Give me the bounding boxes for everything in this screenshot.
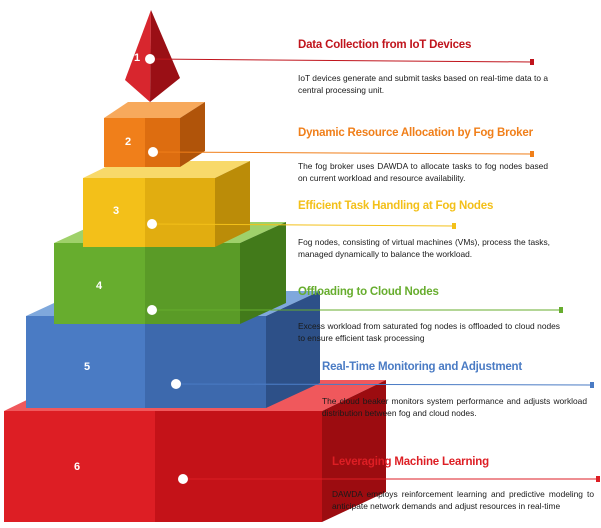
connector-line-3 bbox=[151, 223, 455, 227]
layer-3-front-face bbox=[83, 178, 145, 247]
connector-line-5 bbox=[175, 383, 593, 386]
connector-end-6 bbox=[596, 476, 600, 482]
step-number-4: 4 bbox=[96, 280, 103, 292]
layer-4-front-face bbox=[54, 243, 145, 324]
layer-4-side-face bbox=[145, 243, 240, 324]
step-5-title: Real-Time Monitoring and Adjustment bbox=[322, 361, 523, 373]
step-4-title: Offloading to Cloud Nodes bbox=[298, 286, 439, 298]
connector-lines bbox=[149, 58, 600, 482]
dot-4 bbox=[147, 305, 157, 315]
dot-1 bbox=[145, 54, 155, 64]
connector-end-4 bbox=[559, 307, 563, 313]
layer-2-front-face bbox=[104, 118, 145, 167]
step-4-description: Excess workload from saturated fog nodes… bbox=[298, 321, 560, 343]
connector-line-1 bbox=[149, 58, 533, 63]
layer-2-side-face bbox=[145, 118, 180, 167]
layer-5-front-face bbox=[26, 316, 145, 408]
layer-3-right-face bbox=[215, 161, 250, 247]
step-1-description: IoT devices generate and submit tasks ba… bbox=[298, 73, 548, 95]
layer-1-right-face bbox=[150, 10, 180, 102]
step-number-6: 6 bbox=[74, 461, 81, 473]
pyramid-layer-3 bbox=[83, 161, 250, 247]
dot-3 bbox=[147, 219, 157, 229]
connector-end-3 bbox=[452, 223, 456, 229]
connector-end-2 bbox=[530, 151, 534, 157]
step-5-description: The cloud beaker monitors system perform… bbox=[322, 396, 587, 418]
layer-6-right-face bbox=[322, 380, 386, 522]
step-1-title: Data Collection from IoT Devices bbox=[298, 39, 472, 51]
step-number-5: 5 bbox=[84, 361, 91, 373]
step-number-3: 3 bbox=[113, 205, 120, 217]
connector-line-2 bbox=[152, 151, 533, 155]
layer-3-side-face bbox=[145, 178, 215, 247]
layer-5-side-face bbox=[145, 316, 266, 408]
pyramid-layer-1 bbox=[125, 10, 180, 102]
step-2-description: The fog broker uses DAWDA to allocate ta… bbox=[298, 161, 548, 183]
step-6-title: Leveraging Machine Learning bbox=[332, 456, 489, 468]
layer-2-top-face bbox=[104, 102, 205, 118]
connector-end-1 bbox=[530, 59, 534, 65]
step-number-2: 2 bbox=[125, 136, 132, 148]
dot-6 bbox=[178, 474, 188, 484]
pyramid-layer-2 bbox=[104, 102, 205, 167]
layer-6-side-face bbox=[155, 411, 322, 522]
dot-2 bbox=[148, 147, 158, 157]
step-number-1: 1 bbox=[134, 52, 141, 64]
layer-6-front-face bbox=[4, 411, 155, 522]
dot-5 bbox=[171, 379, 181, 389]
connector-dots bbox=[145, 54, 188, 484]
step-3-title: Efficient Task Handling at Fog Nodes bbox=[298, 200, 494, 212]
layer-2-right-face bbox=[180, 102, 205, 167]
step-6-description: DAWDA employs reinforcement learning and… bbox=[332, 489, 594, 511]
step-2-title: Dynamic Resource Allocation by Fog Broke… bbox=[298, 127, 533, 139]
layer-1-left-face bbox=[125, 10, 151, 102]
layer-5-right-face bbox=[266, 291, 320, 408]
step-3-description: Fog nodes, consisting of virtual machine… bbox=[298, 237, 550, 259]
layer-4-right-face bbox=[240, 222, 286, 324]
connector-end-5 bbox=[590, 382, 594, 388]
